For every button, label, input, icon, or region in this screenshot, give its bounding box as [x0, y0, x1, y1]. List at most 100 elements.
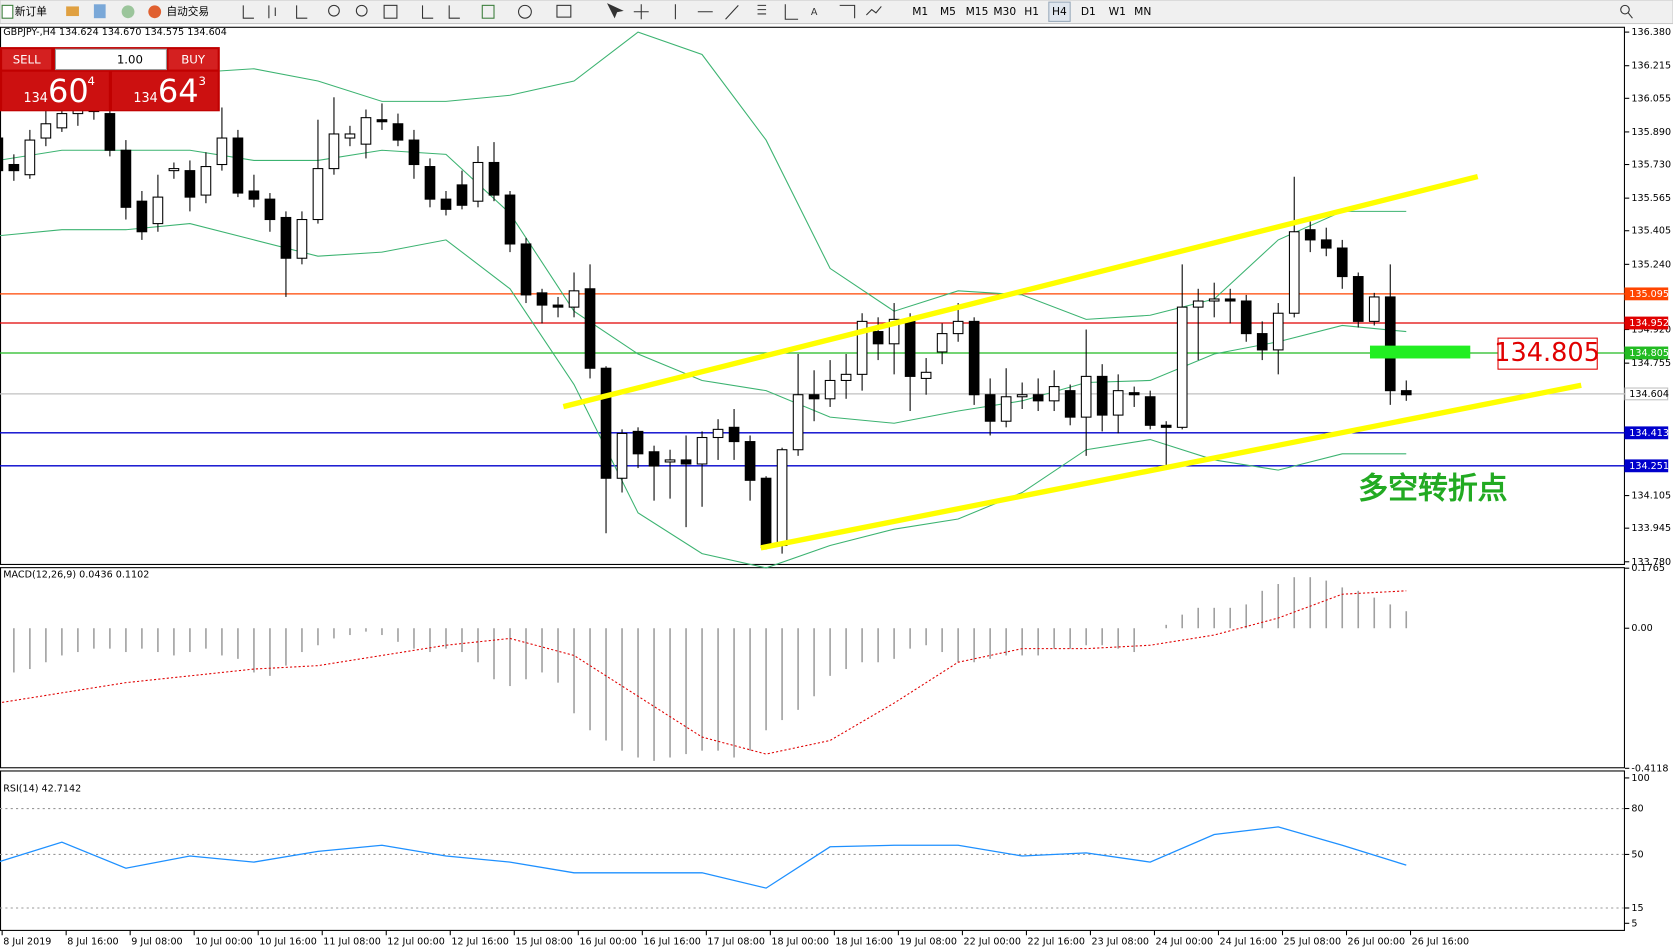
timeframe-button[interactable]: M15: [966, 5, 989, 18]
candle-body: [152, 196, 164, 225]
candle-body: [184, 170, 196, 198]
timeframe-button[interactable]: H1: [1024, 5, 1039, 18]
y-tick-label: -0.4118: [1631, 763, 1668, 774]
candle-body: [952, 320, 964, 335]
search[interactable]: [1620, 4, 1630, 15]
new-order-button[interactable]: 新订单: [15, 5, 47, 18]
candle-body: [632, 430, 644, 455]
tile-icon[interactable]: [383, 4, 398, 19]
icon[interactable]: [66, 6, 79, 17]
timeframe-button[interactable]: M5: [940, 5, 956, 18]
candle-body: [984, 394, 996, 422]
x-tick-label: 15 Jul 08:00: [515, 937, 573, 947]
y-tick-label: 0.1765: [1631, 563, 1665, 574]
icon[interactable]: [121, 5, 135, 19]
auto-trading-button[interactable]: 自动交易: [166, 5, 209, 18]
candle-body: [0, 137, 4, 172]
candle-body: [840, 373, 852, 382]
candle-body: [744, 441, 756, 481]
toolbar: 新订单 自动交易 A M1 M5 M15 M30 H1 H4 D1: [0, 0, 1673, 25]
periods-icon[interactable]: [518, 4, 532, 19]
timeframe-button[interactable]: M1: [912, 5, 928, 18]
buy-price-prefix[interactable]: 134: [133, 91, 157, 106]
candle-body: [120, 149, 132, 208]
lots-value[interactable]: 1.00: [117, 52, 143, 66]
templates-icon[interactable]: [556, 4, 572, 18]
sell-price-main[interactable]: 60: [48, 72, 89, 110]
candle-body: [8, 163, 20, 172]
candle-body: [536, 292, 548, 306]
level-label: 134.251: [1629, 461, 1669, 472]
candle-body: [872, 331, 884, 345]
timeframe-button[interactable]: M30: [993, 5, 1016, 18]
x-tick-label: 11 Jul 08:00: [323, 937, 381, 947]
candle-body: [1240, 300, 1252, 335]
buy-button[interactable]: [168, 49, 218, 70]
search-handle[interactable]: [1627, 12, 1633, 19]
candle-body: [264, 198, 276, 221]
x-tick-label: 18 Jul 16:00: [835, 937, 893, 947]
y-tick-label: 135.240: [1631, 259, 1671, 270]
buy-price-main[interactable]: 64: [158, 72, 199, 110]
candle-body: [1080, 375, 1092, 418]
buy-price-box[interactable]: [112, 71, 218, 111]
cursor-tool[interactable]: [607, 3, 624, 19]
lots-input[interactable]: [54, 48, 167, 71]
candle-body: [408, 139, 420, 166]
candle-body: [1224, 298, 1236, 302]
buy-price-sup[interactable]: 3: [198, 74, 205, 88]
candle-body: [1096, 375, 1108, 416]
candle-body: [616, 432, 628, 479]
sell-button[interactable]: [2, 49, 52, 70]
candle-body: [1192, 300, 1204, 308]
candle-body: [648, 451, 660, 467]
scroll-icons[interactable]: [421, 5, 460, 19]
toolbar-bg: [0, 0, 1673, 25]
candle-body: [936, 333, 948, 353]
candle-body: [1368, 296, 1380, 322]
auto-trading-icon[interactable]: [148, 5, 162, 19]
x-tick-label: 23 Jul 08:00: [1092, 937, 1150, 947]
candle-body: [1144, 396, 1156, 426]
candle-body: [232, 137, 244, 194]
x-tick-label: 17 Jul 08:00: [707, 937, 765, 947]
sell-label[interactable]: SELL: [13, 52, 41, 66]
new-order-icon[interactable]: [1, 4, 14, 19]
sell-price-box[interactable]: [2, 71, 109, 111]
candle-body: [248, 190, 260, 200]
buy-label[interactable]: BUY: [181, 52, 206, 66]
zoom-out[interactable]: [355, 4, 368, 17]
indicators-icon[interactable]: [481, 4, 495, 19]
candle-body: [200, 166, 212, 196]
trend-line: [562, 173, 1479, 410]
candle-body: [552, 304, 564, 308]
panel-title: RSI(14) 42.7142: [3, 784, 81, 795]
x-tick-label: 22 Jul 16:00: [1027, 937, 1085, 947]
candle-body: [968, 320, 980, 396]
timeframe-button[interactable]: D1: [1081, 5, 1096, 18]
candle-body: [856, 320, 868, 375]
chart-type-icons[interactable]: [242, 5, 308, 19]
level-label: 134.952: [1629, 318, 1669, 329]
zoom-in[interactable]: [328, 4, 340, 17]
timeframe-button[interactable]: H4: [1052, 5, 1067, 18]
timeframe-button[interactable]: W1: [1109, 5, 1126, 18]
arrow-tool[interactable]: [865, 6, 882, 16]
macd-signal: [0, 590, 1407, 755]
candle-body: [1128, 392, 1140, 396]
panel-title: MACD(12,26,9) 0.0436 0.1102: [3, 570, 149, 581]
timeframe-button[interactable]: MN: [1134, 5, 1151, 18]
x-tick-label: 8 Jul 2019: [3, 937, 51, 947]
candle-body: [776, 449, 788, 547]
candle-body: [1304, 229, 1316, 241]
text-tool[interactable]: A: [811, 7, 818, 18]
candle-body: [168, 168, 180, 172]
candle-body: [920, 371, 932, 379]
sell-price-sup[interactable]: 4: [87, 74, 94, 88]
icon[interactable]: [93, 4, 106, 19]
level-label-bg: [1624, 346, 1669, 360]
draw-tools[interactable]: [633, 4, 856, 20]
sell-price-prefix[interactable]: 134: [23, 91, 47, 106]
candle-body: [600, 367, 612, 479]
